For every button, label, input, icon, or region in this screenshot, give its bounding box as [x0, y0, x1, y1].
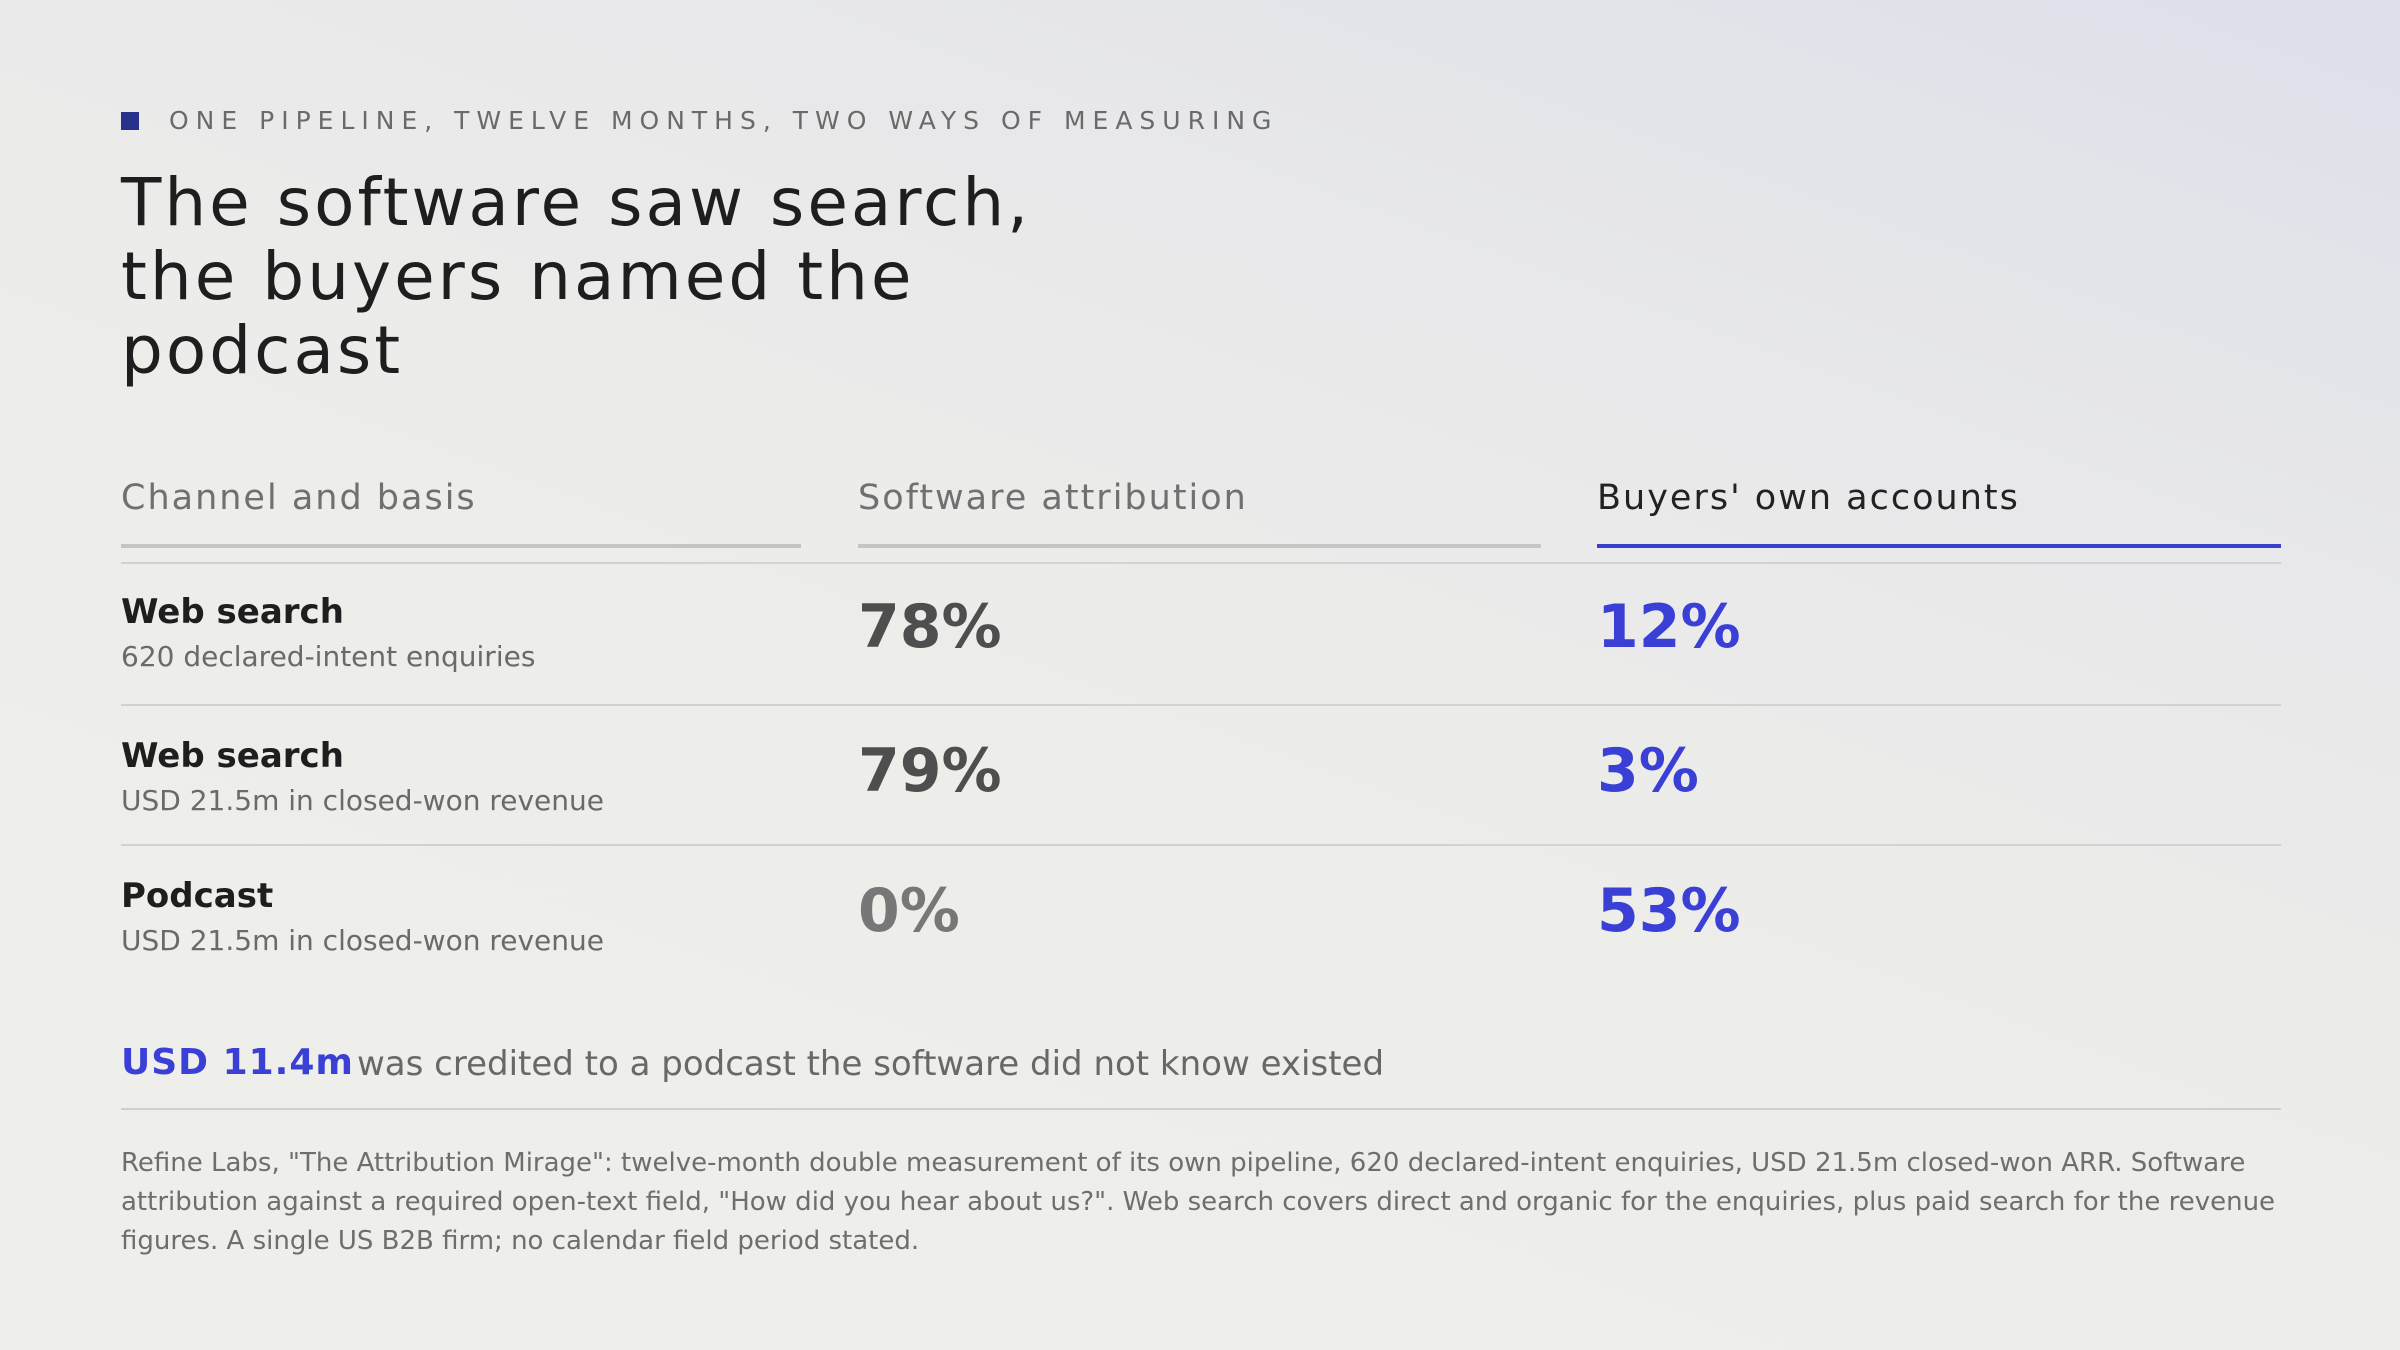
- row-channel: Podcast: [121, 876, 274, 916]
- column-header-channel: Channel and basis: [121, 478, 801, 548]
- row-buyers-value: 12%: [1597, 592, 1741, 662]
- kicker-text: ONE PIPELINE, TWELVE MONTHS, TWO WAYS OF…: [169, 106, 1279, 135]
- row-basis: USD 21.5m in closed-won revenue: [121, 784, 604, 817]
- row-basis: USD 21.5m in closed-won revenue: [121, 924, 604, 957]
- kicker-square-icon: [121, 111, 139, 130]
- row-buyers-value: 53%: [1597, 876, 1741, 946]
- row-channel: Web search: [121, 592, 344, 632]
- title-line-2: the buyers named the: [121, 238, 915, 315]
- footnote-line-1: Refine Labs, "The Attribution Mirage": t…: [121, 1148, 2246, 1178]
- kicker: ONE PIPELINE, TWELVE MONTHS, TWO WAYS OF…: [121, 108, 1278, 133]
- source-footnote: Refine Labs, "The Attribution Mirage": t…: [121, 1144, 2281, 1261]
- column-header-software: Software attribution: [858, 478, 1541, 548]
- callout-figure: USD 11.4m: [121, 1042, 354, 1083]
- row-software-value: 78%: [858, 592, 1002, 662]
- footnote-line-3: figures. A single US B2B firm; no calend…: [121, 1226, 920, 1256]
- header-divider: [121, 562, 2281, 564]
- title-line-1: The software saw search,: [121, 164, 1032, 241]
- title-line-3: podcast: [121, 312, 404, 389]
- row-software-value: 79%: [858, 736, 1002, 806]
- row-buyers-value: 3%: [1597, 736, 1699, 806]
- table-row: Podcast USD 21.5m in closed-won revenue …: [121, 844, 2281, 986]
- page-title: The software saw search, the buyers name…: [121, 166, 1221, 388]
- footnote-line-2: attribution against a required open-text…: [121, 1187, 2276, 1217]
- table-row: Web search 620 declared-intent enquiries…: [121, 564, 2281, 704]
- table-row: Web search USD 21.5m in closed-won reven…: [121, 704, 2281, 846]
- row-channel: Web search: [121, 736, 344, 776]
- table-header: Channel and basis Software attribution B…: [121, 478, 2281, 550]
- callout-text: was credited to a podcast the software d…: [357, 1044, 1385, 1084]
- column-header-buyers: Buyers' own accounts: [1597, 478, 2281, 548]
- row-software-value: 0%: [858, 876, 960, 946]
- callout: USD 11.4m was credited to a podcast the …: [121, 1042, 2281, 1110]
- row-basis: 620 declared-intent enquiries: [121, 640, 536, 673]
